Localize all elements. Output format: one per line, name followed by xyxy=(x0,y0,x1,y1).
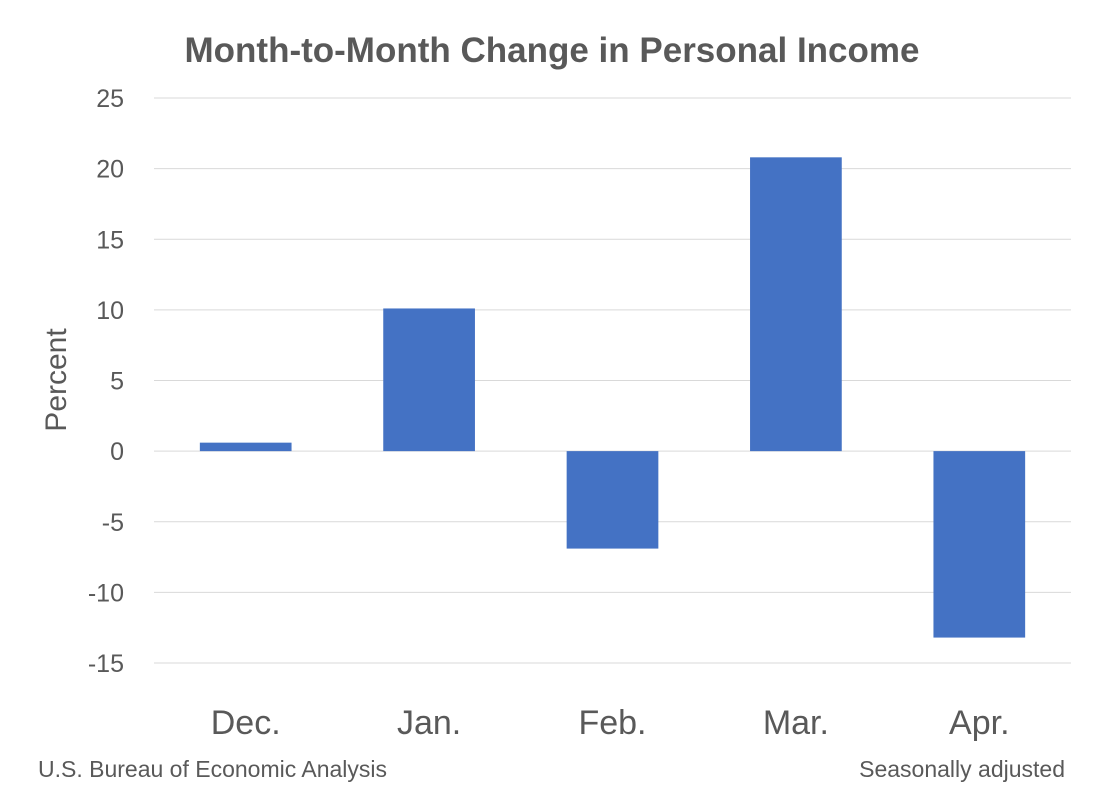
y-tick-label: -15 xyxy=(88,650,124,678)
y-tick-label: 15 xyxy=(96,226,124,254)
y-tick-label: 5 xyxy=(110,368,124,396)
chart-title: Month-to-Month Change in Personal Income xyxy=(185,31,920,70)
y-tick-label: -10 xyxy=(88,579,124,607)
bar-dec xyxy=(199,442,292,452)
x-tick-label: Apr. xyxy=(949,704,1009,742)
y-tick-label: 0 xyxy=(110,438,124,466)
bar-jan xyxy=(383,308,475,452)
x-tick-label: Mar. xyxy=(763,704,829,742)
source-note: U.S. Bureau of Economic Analysis xyxy=(38,756,387,782)
y-tick-label: 20 xyxy=(96,156,124,184)
y-tick-label: -5 xyxy=(102,509,124,537)
x-axis-ticks: Dec. Jan. Feb. Mar. Apr. xyxy=(211,704,1010,742)
bar-mar xyxy=(750,157,842,452)
seasonal-note: Seasonally adjusted xyxy=(859,756,1065,782)
x-tick-label: Dec. xyxy=(211,704,281,742)
y-tick-label: 25 xyxy=(96,85,124,113)
bars xyxy=(199,157,1026,638)
y-axis-ticks: 25 20 15 10 5 0 -5 -10 -15 xyxy=(88,85,124,678)
x-tick-label: Feb. xyxy=(578,704,646,742)
bar-feb xyxy=(566,451,659,549)
x-tick-label: Jan. xyxy=(397,704,461,742)
bar-apr xyxy=(933,451,1026,638)
y-axis-label: Percent xyxy=(40,328,73,432)
y-tick-label: 10 xyxy=(96,297,124,325)
